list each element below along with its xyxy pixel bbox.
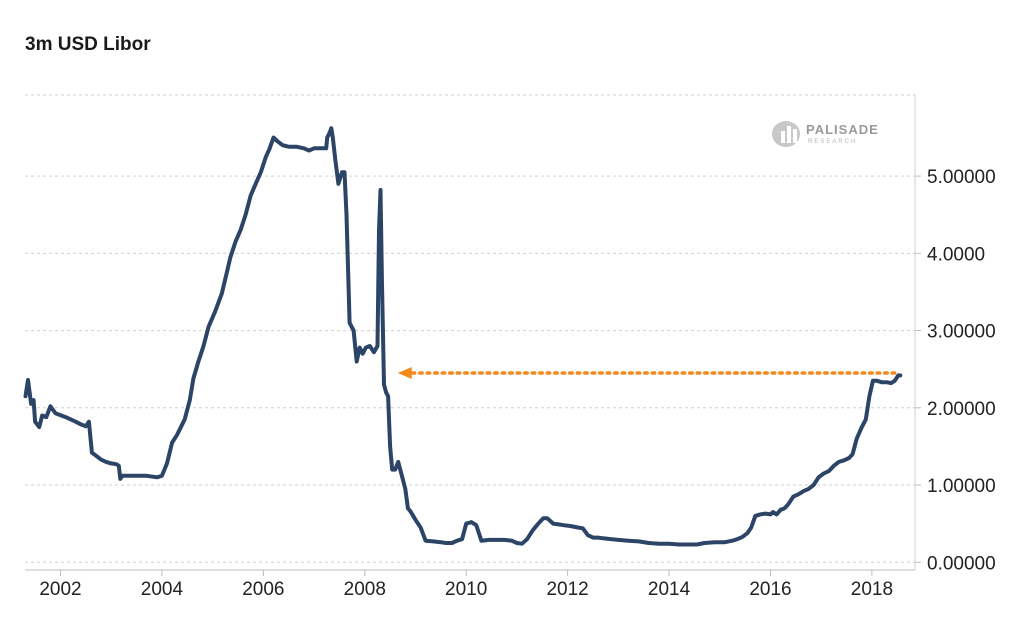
palisade-logo: PALISADE RESEARCH [772, 121, 879, 147]
x-tick-label: 2010 [445, 579, 487, 600]
watermark-sub: RESEARCH [808, 139, 857, 145]
chart-title: 3m USD Libor [25, 34, 151, 55]
y-axis: 0.00000 1.00000 2.00000 3.00000 4.0000 5.0000… [915, 167, 996, 574]
x-tick-label: 2012 [546, 579, 588, 600]
x-tick-label: 2014 [648, 579, 691, 600]
y-tick-label: 0.00000 [927, 553, 996, 574]
series-path [23, 126, 903, 547]
x-tick-label: 2008 [344, 579, 386, 600]
y-tick-label: 4.0000 [927, 244, 985, 265]
annotation-arrow [397, 367, 897, 380]
x-tick-label: 2004 [141, 579, 184, 600]
x-tick-label: 2002 [39, 579, 81, 600]
y-tick-label: 3.00000 [927, 322, 996, 343]
y-tick-label: 1.00000 [927, 476, 996, 497]
arrow-head [397, 367, 412, 380]
x-tick-label: 2006 [242, 579, 284, 600]
gridlines [25, 94, 916, 571]
x-axis: 2002 2004 2006 2008 2010 2012 2014 2016 2018 [39, 570, 893, 600]
x-tick-label: 2016 [749, 579, 791, 600]
y-tick-label: 5.00000 [927, 167, 996, 188]
watermark-name: PALISADE [806, 122, 879, 137]
y-tick-label: 2.00000 [927, 399, 996, 420]
series-line [23, 126, 903, 547]
x-tick-label: 2018 [851, 579, 893, 600]
